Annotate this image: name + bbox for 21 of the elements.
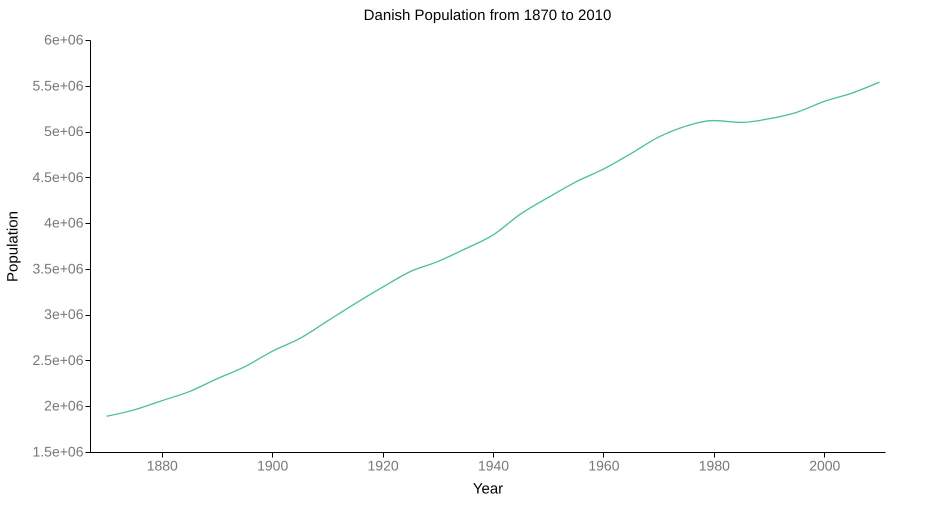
x-tick-label: 1880 <box>146 458 178 474</box>
y-tick-label: 4e+06 <box>44 214 84 231</box>
x-tick-label: 2000 <box>809 458 841 474</box>
y-tick-label: 3.5e+06 <box>32 260 84 276</box>
x-axis-title: Year <box>472 480 504 498</box>
chart-title: Danish Population from 1870 to 2010 <box>364 7 612 24</box>
y-tick-label: 2e+06 <box>44 398 84 414</box>
y-tick-label: 5.5e+06 <box>32 77 84 94</box>
y-tick-label: 4.5e+06 <box>32 168 84 185</box>
x-tick-label: 1900 <box>257 458 288 474</box>
y-tick-label: 2.5e+06 <box>32 352 84 368</box>
x-tick-label: 1980 <box>698 458 730 474</box>
y-axis-title: Population <box>4 211 22 282</box>
y-tick-label: 3e+06 <box>44 306 84 322</box>
x-tick-label: 1960 <box>588 458 620 474</box>
y-tick-label: 1.5e+06 <box>32 444 84 460</box>
x-tick-label: 1920 <box>368 458 399 474</box>
line-series <box>106 81 880 417</box>
y-tick-label: 6e+06 <box>44 32 84 48</box>
x-tick-label: 1940 <box>478 458 510 474</box>
y-tick-label: 5e+06 <box>44 123 84 140</box>
